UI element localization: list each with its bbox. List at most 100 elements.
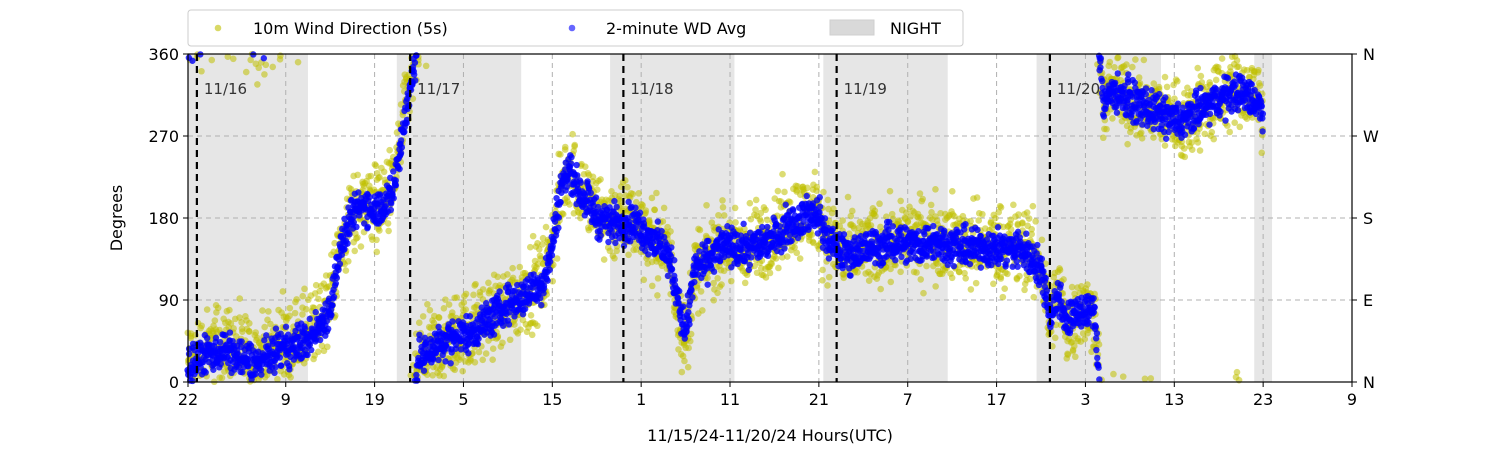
series-1-point	[597, 232, 604, 239]
series-0-point	[373, 236, 380, 244]
series-0-point	[1138, 135, 1146, 142]
series-1-point	[387, 206, 395, 214]
series-0-point	[600, 256, 608, 263]
series-0-point	[218, 374, 226, 382]
series-0-point	[1023, 209, 1031, 216]
series-0-point	[847, 212, 855, 220]
series-0-point	[804, 184, 811, 192]
series-0-point	[316, 287, 323, 295]
series-0-point	[287, 373, 294, 381]
series-0-point	[1030, 293, 1038, 301]
series-1-point	[668, 244, 675, 251]
series-1-point	[272, 363, 279, 371]
series-1-point	[189, 340, 197, 347]
series-0-point	[318, 342, 326, 350]
series-1-point	[645, 251, 652, 258]
series-0-point	[1150, 134, 1157, 141]
series-1-point	[803, 192, 810, 200]
series-0-point	[654, 275, 662, 282]
series-0-point	[516, 263, 524, 271]
series-0-point	[762, 274, 770, 281]
series-0-point	[1141, 375, 1149, 383]
series-0-point	[808, 231, 816, 239]
series-1-point	[474, 340, 482, 348]
series-0-point	[885, 259, 892, 267]
series-1-point	[788, 237, 795, 245]
series-0-point	[865, 277, 873, 284]
series-0-point	[811, 168, 819, 176]
series-0-point	[372, 162, 380, 170]
series-1-point	[355, 189, 362, 196]
series-0-point	[198, 322, 206, 330]
series-0-point	[1068, 283, 1076, 291]
series-0-point	[471, 359, 479, 366]
series-0-point	[895, 218, 903, 226]
series-1-point	[328, 311, 335, 319]
series-0-point	[883, 213, 890, 220]
series-0-point	[959, 212, 967, 220]
series-0-point	[1226, 128, 1233, 136]
series-0-point	[777, 198, 785, 205]
series-1-point	[837, 248, 844, 256]
series-0-point	[549, 277, 557, 285]
series-1-point	[376, 192, 384, 199]
series-0-point	[384, 220, 392, 227]
series-0-point	[254, 81, 261, 88]
series-0-point	[460, 299, 468, 306]
series-0-point	[830, 205, 837, 213]
series-1-point	[632, 224, 639, 231]
series-0-point	[528, 331, 536, 339]
series-1-point	[625, 198, 632, 206]
series-0-point	[779, 170, 786, 178]
series-1-point	[277, 330, 284, 337]
series-0-point	[1110, 370, 1117, 378]
series-0-point	[291, 309, 299, 317]
series-1-point	[247, 342, 255, 349]
series-0-point	[331, 239, 338, 247]
series-1-point	[679, 303, 687, 310]
series-1-point	[239, 369, 246, 376]
series-0-point	[506, 336, 514, 344]
series-0-point	[714, 275, 721, 282]
series-0-point	[675, 346, 682, 353]
series-0-point	[385, 227, 392, 235]
series-1-point	[257, 366, 265, 374]
series-0-point	[485, 279, 492, 287]
series-0-point	[1194, 139, 1202, 146]
series-0-point	[462, 290, 470, 298]
series-1-point	[244, 355, 252, 363]
series-1-point	[189, 57, 196, 64]
series-1-point	[216, 338, 224, 346]
series-0-point	[731, 204, 739, 212]
series-0-point	[566, 201, 573, 208]
series-0-point	[757, 218, 765, 225]
series-1-point	[538, 301, 545, 309]
series-0-point	[246, 320, 253, 327]
series-0-point	[999, 293, 1007, 301]
series-0-point	[903, 209, 910, 217]
series-0-point	[553, 255, 561, 262]
series-1-point	[668, 266, 676, 273]
series-1-point	[392, 177, 399, 184]
series-1-point	[770, 242, 778, 249]
series-0-point	[727, 277, 735, 285]
series-0-point	[1223, 122, 1231, 129]
series-1-point	[416, 331, 423, 338]
series-0-point	[415, 319, 423, 327]
series-0-point	[1135, 74, 1143, 81]
series-1-point	[605, 238, 612, 246]
series-1-point	[382, 202, 390, 210]
series-1-point	[636, 209, 644, 216]
series-1-point	[540, 285, 548, 292]
series-1-point	[658, 227, 665, 235]
series-1-point	[261, 337, 268, 344]
series-1-point	[686, 321, 693, 328]
series-1-point	[664, 272, 672, 280]
series-0-point	[529, 232, 537, 240]
series-0-point	[1084, 281, 1091, 288]
series-0-point	[294, 58, 302, 66]
series-0-point	[236, 295, 244, 302]
series-0-point	[732, 219, 739, 226]
series-1-point	[411, 59, 419, 66]
